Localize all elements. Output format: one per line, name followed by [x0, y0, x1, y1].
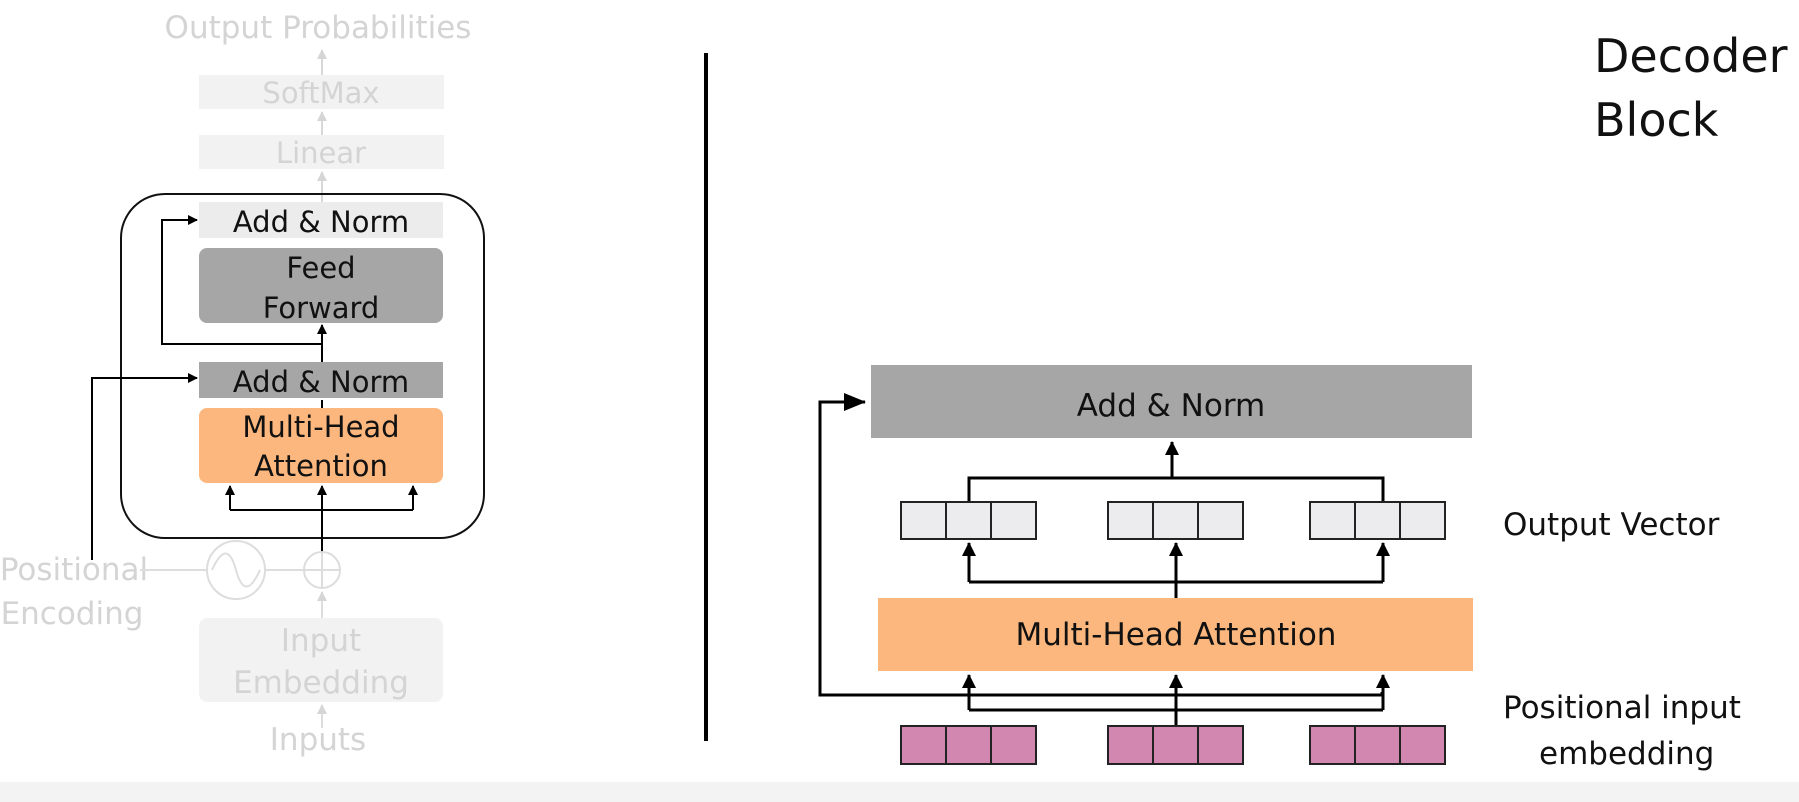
- add-norm-bottom-label: Add & Norm: [233, 365, 409, 399]
- embedding-vector-1: [900, 725, 1037, 765]
- output-cell: [1399, 501, 1446, 540]
- multi-head-attention-box-left: [199, 408, 443, 483]
- multi-head-attention-box-right: [878, 598, 1473, 671]
- input-embedding-label-2: Embedding: [233, 665, 409, 701]
- decoder-block-frame: [120, 193, 485, 539]
- add-norm-box-right: [871, 365, 1472, 438]
- embedding-vector-2: [1107, 725, 1244, 765]
- residual-arrow-top: [161, 215, 322, 345]
- output-probabilities-label: Output Probabilities: [165, 10, 472, 46]
- sine-wave-curve: [211, 552, 261, 588]
- linear-label: Linear: [276, 136, 366, 170]
- title-line-2: Block: [1594, 93, 1719, 147]
- inputs-label: Inputs: [270, 722, 366, 758]
- mha-left-label-2: Attention: [254, 449, 388, 483]
- embedding-cell: [1107, 725, 1154, 765]
- output-cell: [1354, 501, 1401, 540]
- output-vector-1: [900, 501, 1037, 540]
- input-embedding-box: [199, 618, 443, 702]
- positional-encoding-label-2: Encoding: [1, 596, 144, 632]
- output-collector-bar: [967, 476, 1385, 502]
- feed-forward-box: [199, 248, 443, 323]
- linear-box: [199, 135, 444, 169]
- footer-band: [0, 782, 1799, 802]
- output-cell: [900, 501, 947, 540]
- feed-forward-label-1: Feed: [286, 251, 355, 285]
- output-cell: [990, 501, 1037, 540]
- embedding-cell: [1152, 725, 1199, 765]
- add-norm-top-label: Add & Norm: [233, 205, 409, 239]
- embedding-vector-3: [1309, 725, 1446, 765]
- positional-encoding-label-1: Positional: [0, 552, 148, 588]
- add-norm-top-box: [199, 202, 443, 238]
- output-cell: [1197, 501, 1244, 540]
- output-cell: [1107, 501, 1154, 540]
- add-norm-right-label: Add & Norm: [1077, 388, 1265, 424]
- input-embedding-label-1: Input: [281, 623, 361, 659]
- output-cell: [945, 501, 992, 540]
- left-transformer-panel: Output Probabilities SoftMax Linear Add …: [0, 10, 485, 758]
- embedding-cell: [1354, 725, 1401, 765]
- output-vector-3: [1309, 501, 1446, 540]
- mha-left-label-1: Multi-Head: [242, 410, 399, 444]
- feed-forward-label-2: Forward: [263, 291, 380, 325]
- positional-embedding-label-1: Positional input: [1503, 690, 1741, 726]
- softmax-box: [199, 75, 444, 109]
- output-cell: [1152, 501, 1199, 540]
- softmax-label: SoftMax: [262, 76, 379, 110]
- embedding-cell: [1309, 725, 1356, 765]
- output-vector-2: [1107, 501, 1244, 540]
- embedding-cell: [990, 725, 1037, 765]
- embedding-cell: [1197, 725, 1244, 765]
- title-line-1: Decoder: [1594, 29, 1788, 83]
- mha-right-label: Multi-Head Attention: [1016, 617, 1337, 653]
- right-decoder-panel: Add & Norm Output Vector Mult: [818, 365, 1741, 772]
- output-vector-label: Output Vector: [1503, 507, 1720, 543]
- residual-arrow-bottom: [91, 373, 198, 560]
- positional-embedding-label-2: embedding: [1539, 736, 1714, 772]
- add-norm-bottom-box: [199, 362, 443, 398]
- output-cell: [1309, 501, 1356, 540]
- embedding-cell: [1399, 725, 1446, 765]
- embedding-cell: [900, 725, 947, 765]
- embedding-cell: [945, 725, 992, 765]
